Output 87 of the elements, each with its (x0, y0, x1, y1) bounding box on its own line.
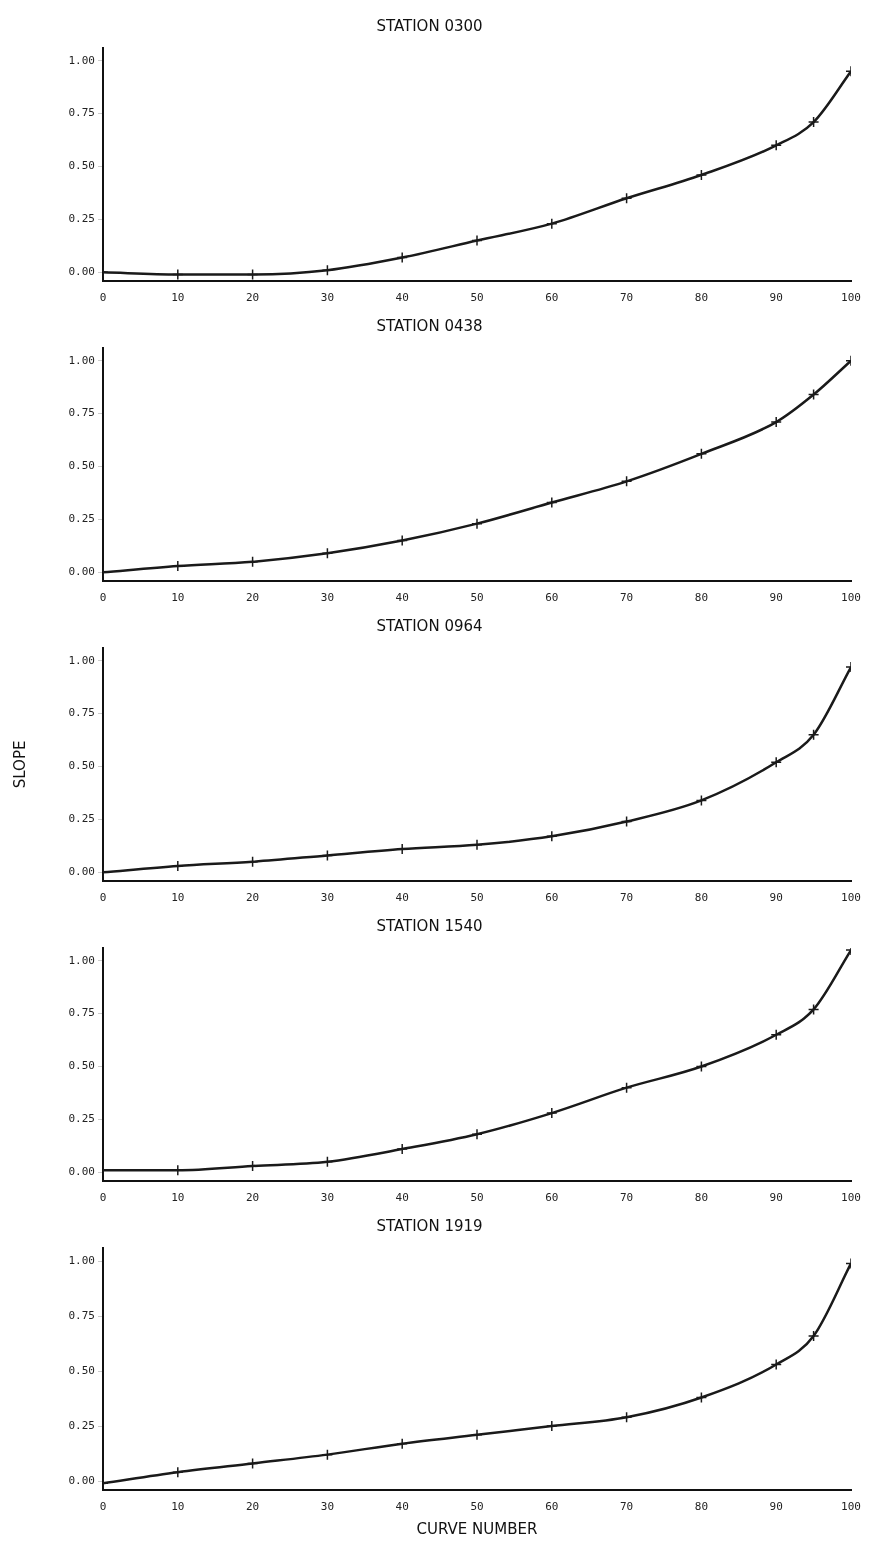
y-axis-title: SLOPE (10, 740, 29, 789)
y-tick-label: 0.75 (68, 1006, 95, 1020)
y-tick-label: 0.00 (68, 1165, 95, 1179)
x-tick-label: 80 (694, 591, 709, 605)
y-tick-label: 0.25 (68, 1418, 95, 1432)
y-tick-label: 0.25 (68, 812, 95, 826)
x-tick-label: 100 (841, 1500, 861, 1514)
chart-title: STATION 1919 (376, 1216, 483, 1235)
x-tick-label: 0 (99, 1500, 107, 1514)
y-tick-label: 0.25 (68, 1112, 95, 1126)
x-tick-label: 90 (769, 1191, 783, 1205)
y-tick-label: 0.50 (68, 1363, 95, 1377)
x-tick-label: 90 (769, 891, 783, 905)
y-tick-label: 1.00 (68, 1254, 95, 1268)
x-tick-label: 10 (171, 1191, 185, 1205)
y-tick-label: 0.50 (68, 459, 95, 473)
y-tick-label: 1.00 (68, 53, 95, 67)
x-tick-label: 20 (245, 291, 260, 305)
x-axis-title: CURVE NUMBER (416, 1519, 538, 1538)
x-tick-label: 10 (171, 591, 185, 605)
y-tick-label: 0.75 (68, 706, 95, 720)
x-tick-label: 60 (545, 891, 559, 905)
chart-title: STATION 1540 (376, 916, 483, 935)
x-tick-label: 100 (841, 591, 861, 605)
x-tick-label: 70 (619, 591, 634, 605)
x-tick-label: 100 (841, 1191, 861, 1205)
x-tick-label: 80 (694, 291, 709, 305)
x-tick-label: 50 (470, 1191, 484, 1205)
y-tick-label: 0.75 (68, 406, 95, 420)
x-tick-label: 80 (694, 1191, 709, 1205)
x-tick-label: 60 (545, 1191, 559, 1205)
x-tick-label: 20 (245, 591, 260, 605)
x-tick-label: 70 (619, 1191, 634, 1205)
x-tick-label: 50 (470, 1500, 484, 1514)
y-tick-label: 0.00 (68, 565, 95, 579)
x-tick-label: 30 (320, 1191, 335, 1205)
x-tick-label: 0 (99, 1191, 107, 1205)
x-tick-label: 0 (99, 591, 107, 605)
x-tick-label: 90 (769, 591, 783, 605)
y-tick-label: 0.50 (68, 159, 95, 173)
y-tick-label: 0.75 (68, 106, 95, 120)
y-tick-label: 0.50 (68, 1059, 95, 1073)
y-tick-label: 1.00 (68, 653, 95, 667)
x-tick-label: 50 (470, 291, 484, 305)
x-tick-label: 70 (619, 891, 634, 905)
x-tick-label: 90 (769, 291, 783, 305)
x-tick-label: 70 (619, 1500, 634, 1514)
x-tick-label: 30 (320, 1500, 335, 1514)
x-tick-label: 80 (694, 1500, 709, 1514)
chart-title: STATION 0964 (376, 616, 483, 635)
x-tick-label: 60 (545, 291, 559, 305)
x-tick-label: 70 (619, 291, 634, 305)
y-tick-label: 1.00 (68, 953, 95, 967)
y-tick-label: 0.00 (68, 865, 95, 879)
x-tick-label: 80 (694, 891, 709, 905)
x-tick-label: 40 (395, 891, 409, 905)
x-tick-label: 10 (171, 291, 185, 305)
x-tick-label: 0 (99, 891, 107, 905)
x-tick-label: 40 (395, 591, 409, 605)
x-tick-label: 10 (171, 891, 185, 905)
y-tick-label: 1.00 (68, 353, 95, 367)
x-tick-label: 60 (545, 591, 559, 605)
x-tick-label: 0 (99, 291, 107, 305)
x-tick-label: 30 (320, 891, 335, 905)
x-tick-label: 20 (245, 1191, 260, 1205)
x-tick-label: 20 (245, 1500, 260, 1514)
chart-title: STATION 0300 (376, 16, 483, 35)
x-tick-label: 10 (171, 1500, 185, 1514)
x-tick-label: 90 (769, 1500, 783, 1514)
x-tick-label: 20 (245, 891, 260, 905)
y-tick-label: 0.50 (68, 759, 95, 773)
x-tick-label: 40 (395, 291, 409, 305)
x-tick-label: 30 (320, 291, 335, 305)
x-tick-label: 50 (470, 591, 484, 605)
y-tick-label: 0.25 (68, 212, 95, 226)
y-tick-label: 0.00 (68, 1473, 95, 1487)
x-tick-label: 40 (395, 1191, 409, 1205)
x-tick-label: 100 (841, 291, 861, 305)
x-tick-label: 30 (320, 591, 335, 605)
x-tick-label: 40 (395, 1500, 409, 1514)
y-tick-label: 0.75 (68, 1309, 95, 1322)
x-tick-label: 60 (545, 1500, 559, 1514)
x-tick-label: 50 (470, 891, 484, 905)
chart-title: STATION 0438 (376, 316, 483, 335)
x-tick-label: 100 (841, 891, 861, 905)
y-tick-label: 0.00 (68, 265, 95, 279)
y-tick-label: 0.25 (68, 512, 95, 526)
